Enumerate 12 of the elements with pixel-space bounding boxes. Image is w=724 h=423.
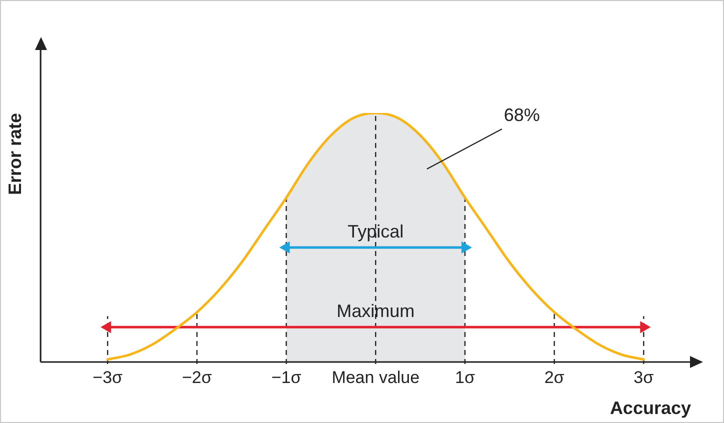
- x-tick-label: 2σ: [544, 368, 565, 387]
- x-tick-label: 1σ: [454, 368, 476, 387]
- y-axis-title: Error rate: [4, 113, 25, 196]
- x-tick-label: Mean value: [332, 368, 420, 387]
- x-tick-label: −3σ: [92, 368, 124, 387]
- series-label: Maximum: [336, 301, 415, 322]
- annotation: 68%: [504, 104, 540, 125]
- x-axis-title: Accuracy: [610, 398, 691, 418]
- x-tick-label: 3σ: [634, 368, 654, 387]
- series-label: Typical: [348, 221, 404, 242]
- x-tick-label: −2σ: [182, 368, 212, 387]
- x-tick-label: −1σ: [271, 368, 302, 387]
